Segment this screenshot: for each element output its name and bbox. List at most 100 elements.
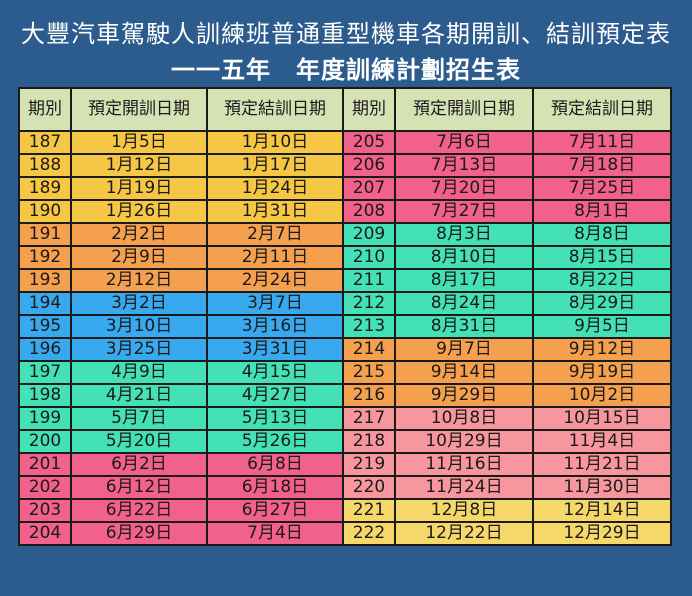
- left-start-date-cell: 2月12日: [70, 268, 208, 293]
- right-period-cell: 219: [342, 452, 396, 477]
- left-end-date-cell: 4月15日: [206, 360, 344, 385]
- right-period-cell: 205: [342, 130, 396, 155]
- right-end-date-cell: 9月19日: [532, 360, 672, 385]
- left-start-date-cell: 4月9日: [70, 360, 208, 385]
- left-period-cell: 192: [18, 245, 72, 270]
- table-row: 194 3月2日 3月7日 212 8月24日 8月29日: [18, 291, 672, 316]
- header-start-left: 預定開訓日期: [70, 87, 208, 132]
- schedule-table: 期別 預定開訓日期 預定結訓日期 期別 預定開訓日期 預定結訓日期 187 1月5…: [18, 87, 672, 546]
- left-start-date-cell: 5月20日: [70, 429, 208, 454]
- right-start-date-cell: 8月31日: [394, 314, 534, 339]
- left-start-date-cell: 4月21日: [70, 383, 208, 408]
- left-period-cell: 187: [18, 130, 72, 155]
- left-period-cell: 197: [18, 360, 72, 385]
- left-start-date-cell: 1月5日: [70, 130, 208, 155]
- left-start-date-cell: 3月25日: [70, 337, 208, 362]
- left-start-date-cell: 6月29日: [70, 521, 208, 546]
- table-row: 189 1月19日 1月24日 207 7月20日 7月25日: [18, 176, 672, 201]
- left-period-cell: 191: [18, 222, 72, 247]
- right-start-date-cell: 7月13日: [394, 153, 534, 178]
- table-row: 190 1月26日 1月31日 208 7月27日 8月1日: [18, 199, 672, 224]
- table-row: 187 1月5日 1月10日 205 7月6日 7月11日: [18, 130, 672, 155]
- right-end-date-cell: 8月22日: [532, 268, 672, 293]
- left-end-date-cell: 6月27日: [206, 498, 344, 523]
- right-period-cell: 212: [342, 291, 396, 316]
- right-end-date-cell: 11月30日: [532, 475, 672, 500]
- left-end-date-cell: 3月16日: [206, 314, 344, 339]
- table-row: 204 6月29日 7月4日 222 12月22日 12月29日: [18, 521, 672, 546]
- left-end-date-cell: 1月17日: [206, 153, 344, 178]
- left-period-cell: 200: [18, 429, 72, 454]
- left-start-date-cell: 3月2日: [70, 291, 208, 316]
- left-period-cell: 193: [18, 268, 72, 293]
- left-end-date-cell: 1月10日: [206, 130, 344, 155]
- left-period-cell: 196: [18, 337, 72, 362]
- right-period-cell: 214: [342, 337, 396, 362]
- right-period-cell: 209: [342, 222, 396, 247]
- left-period-cell: 202: [18, 475, 72, 500]
- right-start-date-cell: 10月8日: [394, 406, 534, 431]
- right-period-cell: 216: [342, 383, 396, 408]
- right-start-date-cell: 12月8日: [394, 498, 534, 523]
- right-end-date-cell: 11月21日: [532, 452, 672, 477]
- table-row: 192 2月9日 2月11日 210 8月10日 8月15日: [18, 245, 672, 270]
- right-period-cell: 206: [342, 153, 396, 178]
- left-period-cell: 199: [18, 406, 72, 431]
- right-end-date-cell: 7月11日: [532, 130, 672, 155]
- right-end-date-cell: 12月29日: [532, 521, 672, 546]
- left-start-date-cell: 1月19日: [70, 176, 208, 201]
- header-period-right: 期別: [342, 87, 396, 132]
- left-start-date-cell: 6月22日: [70, 498, 208, 523]
- left-period-cell: 189: [18, 176, 72, 201]
- right-period-cell: 208: [342, 199, 396, 224]
- right-end-date-cell: 8月1日: [532, 199, 672, 224]
- left-end-date-cell: 1月31日: [206, 199, 344, 224]
- left-end-date-cell: 4月27日: [206, 383, 344, 408]
- left-start-date-cell: 5月7日: [70, 406, 208, 431]
- right-end-date-cell: 8月8日: [532, 222, 672, 247]
- right-period-cell: 221: [342, 498, 396, 523]
- right-end-date-cell: 7月18日: [532, 153, 672, 178]
- left-period-cell: 204: [18, 521, 72, 546]
- header-row: 期別 預定開訓日期 預定結訓日期 期別 預定開訓日期 預定結訓日期: [18, 87, 672, 132]
- right-start-date-cell: 11月16日: [394, 452, 534, 477]
- header-end-right: 預定結訓日期: [532, 87, 672, 132]
- left-start-date-cell: 2月9日: [70, 245, 208, 270]
- left-start-date-cell: 6月2日: [70, 452, 208, 477]
- right-end-date-cell: 7月25日: [532, 176, 672, 201]
- header-start-right: 預定開訓日期: [394, 87, 534, 132]
- right-period-cell: 213: [342, 314, 396, 339]
- table-row: 201 6月2日 6月8日 219 11月16日 11月21日: [18, 452, 672, 477]
- left-period-cell: 203: [18, 498, 72, 523]
- left-end-date-cell: 5月13日: [206, 406, 344, 431]
- table-row: 202 6月12日 6月18日 220 11月24日 11月30日: [18, 475, 672, 500]
- header-period-left: 期別: [18, 87, 72, 132]
- left-period-cell: 190: [18, 199, 72, 224]
- right-start-date-cell: 11月24日: [394, 475, 534, 500]
- left-end-date-cell: 3月7日: [206, 291, 344, 316]
- right-end-date-cell: 12月14日: [532, 498, 672, 523]
- right-start-date-cell: 12月22日: [394, 521, 534, 546]
- right-end-date-cell: 9月12日: [532, 337, 672, 362]
- right-end-date-cell: 10月2日: [532, 383, 672, 408]
- left-start-date-cell: 1月26日: [70, 199, 208, 224]
- table-row: 195 3月10日 3月16日 213 8月31日 9月5日: [18, 314, 672, 339]
- left-end-date-cell: 2月24日: [206, 268, 344, 293]
- right-start-date-cell: 8月17日: [394, 268, 534, 293]
- right-end-date-cell: 8月29日: [532, 291, 672, 316]
- table-row: 200 5月20日 5月26日 218 10月29日 11月4日: [18, 429, 672, 454]
- table-row: 203 6月22日 6月27日 221 12月8日 12月14日: [18, 498, 672, 523]
- left-period-cell: 201: [18, 452, 72, 477]
- left-end-date-cell: 6月8日: [206, 452, 344, 477]
- left-end-date-cell: 6月18日: [206, 475, 344, 500]
- right-end-date-cell: 8月15日: [532, 245, 672, 270]
- right-period-cell: 218: [342, 429, 396, 454]
- right-start-date-cell: 9月7日: [394, 337, 534, 362]
- right-period-cell: 215: [342, 360, 396, 385]
- page-title: 大豐汽車駕駛人訓練班普通重型機車各期開訓、結訓預定表: [21, 20, 671, 48]
- table-row: 188 1月12日 1月17日 206 7月13日 7月18日: [18, 153, 672, 178]
- left-period-cell: 195: [18, 314, 72, 339]
- left-end-date-cell: 3月31日: [206, 337, 344, 362]
- left-start-date-cell: 1月12日: [70, 153, 208, 178]
- right-period-cell: 210: [342, 245, 396, 270]
